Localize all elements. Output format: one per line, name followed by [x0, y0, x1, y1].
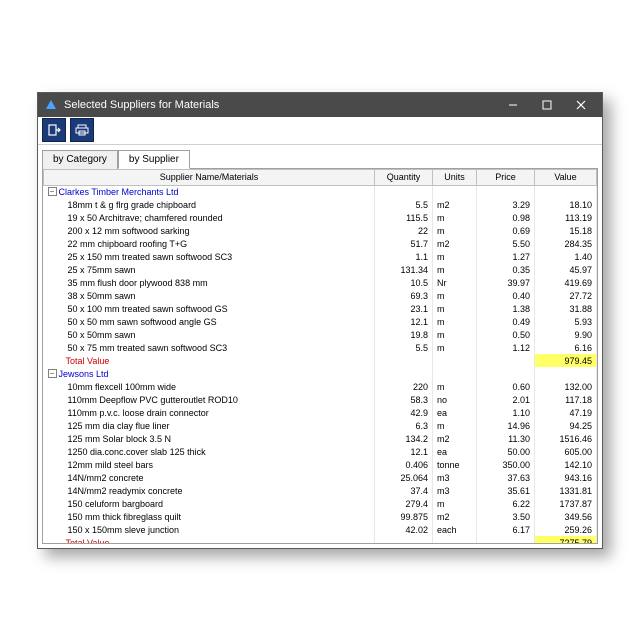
total-value-cell: 7275.79: [535, 536, 597, 544]
grid-frame: Supplier Name/Materials Quantity Units P…: [42, 168, 598, 544]
app-icon: [44, 98, 58, 112]
material-name: 10mm flexcell 100mm wide: [50, 382, 177, 392]
material-row[interactable]: 150 celuform bargboard279.4m6.221737.87: [44, 497, 597, 510]
app-window: Selected Suppliers for Materials: [37, 92, 603, 549]
print-button[interactable]: [70, 118, 94, 142]
material-name: 110mm p.v.c. loose drain connector: [50, 408, 209, 418]
material-name: 1250 dia.conc.cover slab 125 thick: [50, 447, 206, 457]
total-value-label: Total Value: [48, 538, 110, 544]
supplier-total-row: Total Value 979.45: [44, 354, 597, 367]
supplier-total-row: Total Value 7275.79: [44, 536, 597, 544]
material-name: 50 x 50 mm sawn softwood angle GS: [50, 317, 217, 327]
tab-by-supplier[interactable]: by Supplier: [118, 150, 190, 169]
material-row[interactable]: 125 mm Solar block 3.5 N134.2m211.301516…: [44, 432, 597, 445]
maximize-button[interactable]: [530, 94, 564, 116]
material-name: 19 x 50 Architrave; chamfered rounded: [50, 213, 223, 223]
exit-button[interactable]: [42, 118, 66, 142]
table-header-row: Supplier Name/Materials Quantity Units P…: [44, 169, 597, 185]
col-header-price[interactable]: Price: [477, 169, 535, 185]
material-row[interactable]: 22 mm chipboard roofing T+G51.7m25.50284…: [44, 237, 597, 250]
titlebar[interactable]: Selected Suppliers for Materials: [38, 93, 602, 117]
material-row[interactable]: 110mm p.v.c. loose drain connector42.9ea…: [44, 406, 597, 419]
material-row[interactable]: 150 mm thick fibreglass quilt99.875m23.5…: [44, 510, 597, 523]
supplier-row[interactable]: −Jewsons Ltd: [44, 367, 597, 380]
material-name: 12mm mild steel bars: [50, 460, 154, 470]
material-row[interactable]: 14N/mm2 readymix concrete37.4m335.611331…: [44, 484, 597, 497]
material-name: 50 x 75 mm treated sawn softwood SC3: [50, 343, 228, 353]
material-row[interactable]: 50 x 100 mm treated sawn softwood GS23.1…: [44, 302, 597, 315]
tab-by-category[interactable]: by Category: [42, 150, 118, 169]
material-name: 25 x 150 mm treated sawn softwood SC3: [50, 252, 233, 262]
material-row[interactable]: 38 x 50mm sawn69.3m0.4027.72: [44, 289, 597, 302]
tab-bar: by Category by Supplier: [38, 145, 602, 168]
col-header-units[interactable]: Units: [433, 169, 477, 185]
close-button[interactable]: [564, 94, 598, 116]
material-row[interactable]: 10mm flexcell 100mm wide220m0.60132.00: [44, 380, 597, 393]
material-name: 50 x 100 mm treated sawn softwood GS: [50, 304, 228, 314]
material-row[interactable]: 50 x 50mm sawn19.8m0.509.90: [44, 328, 597, 341]
material-row[interactable]: 125 mm dia clay flue liner6.3m14.9694.25: [44, 419, 597, 432]
total-value-cell: 979.45: [535, 354, 597, 367]
materials-table: Supplier Name/Materials Quantity Units P…: [43, 169, 597, 544]
col-header-value[interactable]: Value: [535, 169, 597, 185]
supplier-name: Clarkes Timber Merchants Ltd: [59, 187, 179, 197]
material-name: 18mm t & g flrg grade chipboard: [50, 200, 197, 210]
material-name: 38 x 50mm sawn: [50, 291, 136, 301]
col-header-name[interactable]: Supplier Name/Materials: [44, 169, 375, 185]
material-name: 22 mm chipboard roofing T+G: [50, 239, 188, 249]
material-name: 150 mm thick fibreglass quilt: [50, 512, 182, 522]
material-row[interactable]: 200 x 12 mm softwood sarking22m0.6915.18: [44, 224, 597, 237]
material-row[interactable]: 14N/mm2 concrete25.064m337.63943.16: [44, 471, 597, 484]
material-row[interactable]: 12mm mild steel bars0.406tonne350.00142.…: [44, 458, 597, 471]
material-row[interactable]: 25 x 75mm sawn131.34m0.3545.97: [44, 263, 597, 276]
total-value-label: Total Value: [48, 356, 110, 366]
material-row[interactable]: 35 mm flush door plywood 838 mm10.5Nr39.…: [44, 276, 597, 289]
material-name: 110mm Deepflow PVC gutteroutlet ROD10: [50, 395, 238, 405]
material-row[interactable]: 19 x 50 Architrave; chamfered rounded115…: [44, 211, 597, 224]
material-name: 200 x 12 mm softwood sarking: [50, 226, 190, 236]
material-name: 150 celuform bargboard: [50, 499, 164, 509]
material-row[interactable]: 25 x 150 mm treated sawn softwood SC31.1…: [44, 250, 597, 263]
material-row[interactable]: 110mm Deepflow PVC gutteroutlet ROD1058.…: [44, 393, 597, 406]
material-name: 125 mm Solar block 3.5 N: [50, 434, 172, 444]
material-name: 125 mm dia clay flue liner: [50, 421, 170, 431]
supplier-name: Jewsons Ltd: [59, 369, 109, 379]
material-name: 14N/mm2 readymix concrete: [50, 486, 183, 496]
material-row[interactable]: 50 x 50 mm sawn softwood angle GS12.1m0.…: [44, 315, 597, 328]
material-row[interactable]: 150 x 150mm sleve junction42.02each6.172…: [44, 523, 597, 536]
col-header-quantity[interactable]: Quantity: [375, 169, 433, 185]
material-name: 150 x 150mm sleve junction: [50, 525, 180, 535]
toolbar: [38, 117, 602, 145]
material-row[interactable]: 1250 dia.conc.cover slab 125 thick12.1ea…: [44, 445, 597, 458]
tree-collapse-icon[interactable]: −: [48, 187, 57, 196]
material-name: 14N/mm2 concrete: [50, 473, 144, 483]
window-title: Selected Suppliers for Materials: [64, 99, 496, 111]
material-name: 35 mm flush door plywood 838 mm: [50, 278, 208, 288]
material-name: 50 x 50mm sawn: [50, 330, 136, 340]
material-row[interactable]: 18mm t & g flrg grade chipboard5.5m23.29…: [44, 198, 597, 211]
material-row[interactable]: 50 x 75 mm treated sawn softwood SC35.5m…: [44, 341, 597, 354]
supplier-row[interactable]: −Clarkes Timber Merchants Ltd: [44, 185, 597, 198]
minimize-button[interactable]: [496, 94, 530, 116]
material-name: 25 x 75mm sawn: [50, 265, 136, 275]
tree-collapse-icon[interactable]: −: [48, 369, 57, 378]
